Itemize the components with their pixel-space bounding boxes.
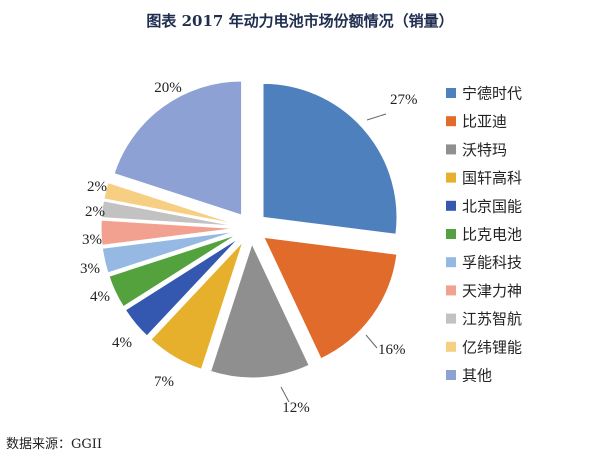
legend-label-9: 江苏智航 [462,310,522,328]
slice-9 [100,200,236,227]
slice-7 [101,230,236,274]
legend-swatch-5 [446,200,456,211]
slice-label-7: 3% [80,261,100,277]
slice-labels: 27% 16% 12% 7% 4% 4% 3% 3% 2% 2% 20% [80,80,418,416]
legend-swatch-11 [446,370,456,380]
pie-slices [100,80,398,379]
slice-label-6: 4% [90,289,110,305]
legend-label-10: 亿纬锂能 [462,338,522,356]
legend-label-1: 宁德时代 [462,85,522,103]
legend-label-7: 孚能科技 [462,254,522,272]
legend-label-2: 比亚迪 [462,113,507,131]
slice-2 [263,236,398,360]
slice-label-2: 16% [378,342,406,358]
slice-11 [113,80,243,216]
legend-swatch-7 [446,257,456,268]
legend-label-8: 天津力神 [462,282,522,300]
leader-line-1 [366,113,387,121]
slice-1 [262,82,398,235]
legend-swatch-8 [446,285,456,296]
leader-line-3 [280,386,290,403]
legend-swatch-3 [446,144,456,155]
slice-label-3: 12% [282,400,310,416]
legend-swatch-1 [446,88,456,98]
slice-label-10: 2% [87,179,107,195]
data-source: 数据来源：GGII [6,437,102,452]
legend-label-11: 其他 [462,367,492,385]
slice-3 [209,242,310,379]
slice-label-9: 2% [85,204,105,220]
legend-label-3: 沃特玛 [462,141,507,159]
slice-label-11: 20% [154,80,182,96]
chart-title: 图表 2017 年动力电池市场份额情况（销量） [146,12,453,30]
slice-label-8: 3% [82,232,102,248]
slice-label-5: 4% [112,335,132,351]
slice-5 [124,237,240,337]
legend-label-6: 比克电池 [462,226,522,244]
legend-swatch-2 [446,116,456,127]
slice-4 [150,241,244,370]
legend-swatch-9 [446,313,456,324]
slice-8 [100,219,236,246]
slice-6 [108,234,237,308]
slice-label-1: 27% [390,92,418,108]
legend-label-5: 北京国能 [462,197,522,215]
legend-swatch-10 [446,341,456,352]
legend-label-4: 国轩高科 [462,169,522,187]
legend-swatch-6 [446,229,456,239]
legend-swatch-4 [446,172,456,183]
leader-line-2 [365,334,378,349]
slice-10 [103,181,236,225]
leader-lines [280,113,387,403]
slice-label-4: 7% [154,374,174,390]
